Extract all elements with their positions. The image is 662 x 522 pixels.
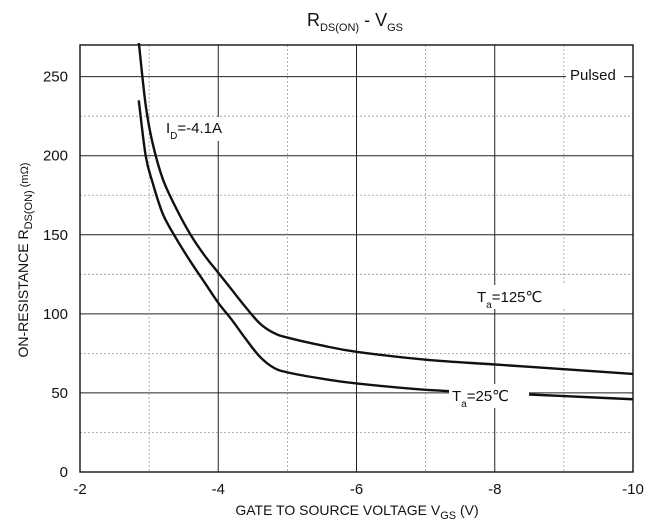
x-tick-label: -8 (488, 481, 501, 498)
svg-text:Ta=125℃: Ta=125℃ (477, 289, 542, 311)
annotation-id: ID=-4.1A (163, 117, 235, 142)
series-line (137, 43, 633, 376)
y-tick-label: 100 (43, 306, 68, 323)
tick-labels: -2 -4 -6 -8 -10 0 50 100 150 200 250 (43, 69, 644, 498)
y-tick-label: 0 (60, 464, 68, 481)
grid (80, 45, 633, 472)
x-tick-label: -2 (73, 481, 86, 498)
series-line (137, 100, 633, 401)
annotation-t25: Ta=25℃ (449, 384, 529, 410)
x-tick-label: -10 (622, 481, 644, 498)
y-tick-label: 150 (43, 227, 68, 244)
axes (79, 44, 634, 473)
svg-text:Ta=25℃: Ta=25℃ (452, 388, 509, 410)
curves (137, 43, 633, 401)
annotation-t125: Ta=125℃ (474, 285, 566, 311)
plot-frame (79, 44, 634, 473)
y-tick-label: 200 (43, 148, 68, 165)
y-axis-label: ON-RESISTANCE RDS(ON) (mΩ) (15, 163, 35, 358)
x-tick-label: -6 (350, 481, 363, 498)
y-tick-label: 250 (43, 69, 68, 86)
y-tick-label: 50 (51, 385, 68, 402)
svg-text:ID=-4.1A: ID=-4.1A (166, 120, 222, 142)
svg-text:Pulsed: Pulsed (570, 67, 616, 84)
x-axis-label: GATE TO SOURCE VOLTAGE VGS (V) (235, 502, 478, 522)
chart-title: RDS(ON) - VGS (307, 10, 403, 34)
annotation-pulsed: Pulsed (566, 63, 624, 85)
x-tick-label: -4 (212, 481, 225, 498)
